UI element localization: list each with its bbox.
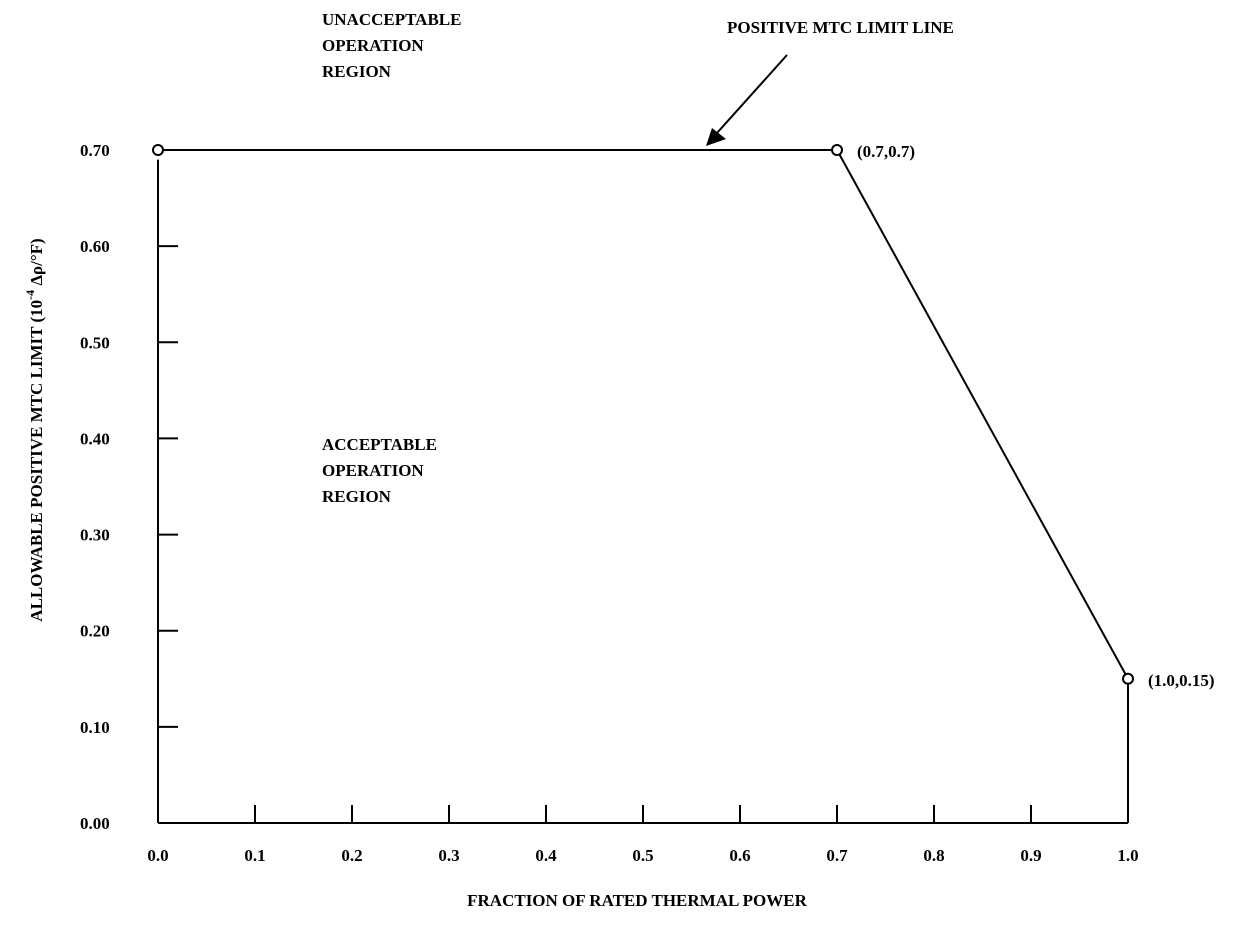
- unacceptable-region-label: OPERATION: [322, 36, 424, 55]
- y-tick-label: 0.00: [80, 814, 110, 833]
- limit-line-arrow: [707, 54, 788, 144]
- x-tick-label: 0.8: [923, 846, 944, 865]
- y-tick-label: 0.10: [80, 718, 110, 737]
- y-tick-label: 0.70: [80, 141, 110, 160]
- x-tick-label: 0.0: [147, 846, 168, 865]
- x-tick-label: 0.6: [729, 846, 750, 865]
- x-tick-label: 0.5: [632, 846, 653, 865]
- unacceptable-region-label: REGION: [322, 62, 392, 81]
- acceptable-region-label: REGION: [322, 487, 392, 506]
- mtc-limit-line: [158, 149, 1129, 680]
- x-tick-label: 0.2: [341, 846, 362, 865]
- x-tick-label: 0.9: [1020, 846, 1041, 865]
- data-point: [831, 144, 843, 156]
- y-tick-label: 0.50: [80, 333, 110, 352]
- y-tick-label: 0.20: [80, 622, 110, 641]
- point-label: (1.0,0.15): [1148, 671, 1215, 690]
- unacceptable-region-label: UNACCEPTABLE: [322, 10, 461, 29]
- y-axis-label: ALLOWABLE POSITIVE MTC LIMIT (10-4 Δρ/°F…: [23, 238, 46, 621]
- y-tick-label: 0.60: [80, 237, 110, 256]
- point-label: (0.7,0.7): [857, 142, 915, 161]
- labels: (0.7,0.7) (1.0,0.15) UNACCEPTABLE OPERATION…: [23, 10, 1215, 910]
- ticks: 0.0 0.1 0.2 0.3 0.4 0.5 0.6 0.7 0.8 0.9 1.0 0.00 0.1…: [80, 141, 1139, 865]
- x-tick-label: 1.0: [1117, 846, 1138, 865]
- x-tick-label: 0.1: [244, 846, 265, 865]
- acceptable-region-label: ACCEPTABLE: [322, 435, 437, 454]
- x-tick-label: 0.3: [438, 846, 459, 865]
- x-axis-label: FRACTION OF RATED THERMAL POWER: [467, 891, 807, 910]
- arrow-head: [706, 128, 726, 146]
- y-tick-label: 0.40: [80, 429, 110, 448]
- data-point: [152, 144, 164, 156]
- acceptable-region-label: OPERATION: [322, 461, 424, 480]
- x-tick-label: 0.4: [535, 846, 557, 865]
- limit-line-label: POSITIVE MTC LIMIT LINE: [727, 18, 954, 37]
- series: [152, 144, 1134, 823]
- x-tick-label: 0.7: [826, 846, 848, 865]
- y-tick-label: 0.30: [80, 526, 110, 545]
- axes: [157, 159, 1128, 824]
- data-point: [1122, 672, 1134, 685]
